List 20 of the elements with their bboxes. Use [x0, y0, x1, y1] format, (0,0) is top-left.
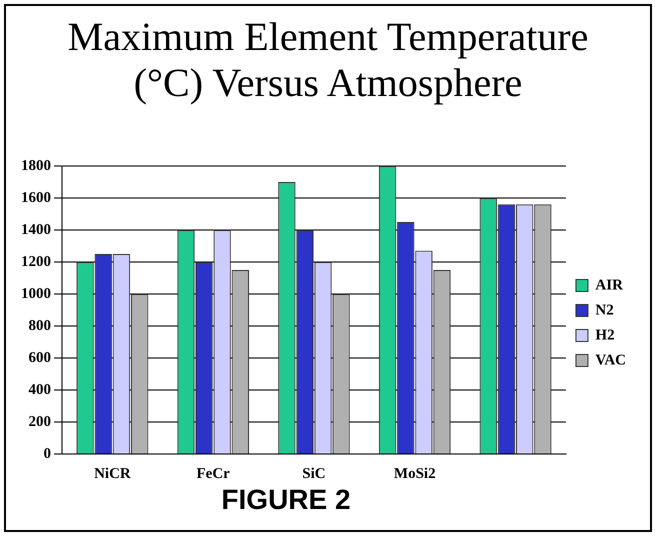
y-tick-label: 1200 [21, 254, 51, 270]
y-tick-label: 1400 [21, 222, 51, 238]
y-tick-label: 800 [28, 318, 51, 334]
legend-label: N2 [595, 302, 614, 318]
x-tick-label: NiCR [94, 466, 131, 482]
y-tick-label: 200 [28, 414, 51, 430]
legend-label: H2 [595, 327, 615, 344]
y-tick-label: 600 [28, 350, 51, 366]
x-tick-label: FeCr [196, 466, 230, 482]
y-tick-label: 400 [28, 382, 51, 398]
y-tick-label: 1800 [21, 158, 51, 174]
legend-label: VAC [595, 352, 626, 368]
x-tick-label: SiC [302, 466, 326, 482]
chart-title: Maximum Element Temperature (°C) Versus Atmosphere [66, 14, 590, 106]
legend-label: AIR [595, 277, 624, 294]
y-tick-label: 1000 [21, 286, 51, 302]
y-tick-label: 1600 [21, 190, 51, 206]
x-tick-label: MoSi2 [394, 466, 436, 482]
caption: FIGURE 2 [220, 484, 352, 516]
y-tick-label: 0 [44, 446, 51, 462]
